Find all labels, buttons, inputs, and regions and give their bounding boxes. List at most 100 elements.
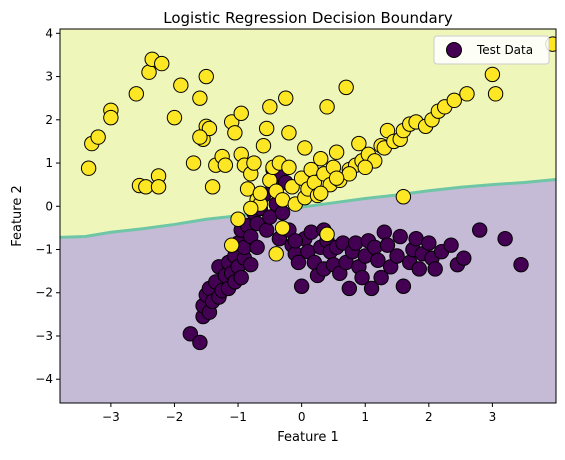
y-tick-label: 2 [45, 113, 53, 127]
data-point-class-0 [411, 261, 427, 277]
data-point-class-1 [281, 159, 297, 176]
data-point-class-0 [182, 326, 199, 342]
data-point-class-0 [290, 254, 307, 271]
data-point-class-1 [274, 192, 291, 208]
data-points [80, 36, 556, 351]
y-tick-label: −2 [35, 286, 53, 300]
data-point-class-1 [313, 151, 329, 167]
data-point-class-0 [395, 278, 412, 294]
data-point-class-0 [293, 278, 310, 294]
data-point-class-0 [258, 222, 275, 238]
data-point-class-0 [341, 280, 358, 297]
y-tick-label: −1 [35, 243, 53, 257]
decision-regions [60, 29, 556, 403]
data-point-class-1 [328, 144, 345, 160]
data-point-class-1 [227, 125, 243, 141]
data-point-class-0 [471, 222, 488, 238]
data-point-class-1 [166, 109, 183, 126]
x-tick-label: −3 [102, 410, 120, 424]
data-point-class-0 [443, 237, 459, 253]
chart-title: Logistic Regression Decision Boundary [163, 9, 453, 27]
y-tick-label: 0 [45, 199, 53, 213]
data-point-class-0 [370, 252, 386, 269]
data-point-class-1 [313, 185, 329, 202]
data-point-class-1 [230, 211, 246, 227]
x-tick-label: 3 [489, 410, 497, 424]
data-point-class-0 [192, 334, 208, 351]
data-point-class-1 [262, 99, 278, 115]
data-point-class-1 [252, 185, 269, 202]
x-axis-label: Feature 1 [277, 430, 339, 445]
y-tick-label: 3 [45, 70, 53, 84]
data-point-class-1 [278, 90, 294, 106]
data-point-class-0 [376, 224, 393, 240]
x-tick-label: −1 [229, 410, 247, 424]
legend-box [433, 35, 550, 65]
data-point-class-0 [421, 235, 437, 251]
data-point-class-1 [351, 135, 367, 152]
data-point-class-1 [192, 129, 208, 145]
data-point-class-1 [233, 105, 249, 122]
y-tick-label: 1 [45, 156, 53, 170]
data-point-class-0 [363, 280, 380, 297]
x-axis: −3 −2 −1 0 1 2 3 [102, 403, 496, 424]
data-point-class-1 [274, 220, 291, 236]
data-point-class-1 [185, 155, 202, 171]
data-point-class-0 [373, 269, 389, 286]
data-point-class-0 [367, 239, 383, 256]
plot-frame [59, 28, 557, 404]
data-point-class-1 [246, 155, 262, 171]
data-point-class-1 [341, 166, 358, 182]
data-point-class-1 [90, 129, 106, 145]
x-tick-label: 1 [361, 410, 369, 424]
data-point-class-0 [392, 228, 408, 245]
data-point-class-1 [395, 189, 412, 205]
data-point-class-0 [249, 239, 265, 256]
data-point-class-1 [173, 77, 189, 93]
data-point-class-1 [268, 246, 284, 262]
data-point-class-1 [80, 160, 97, 176]
y-tick-label: 4 [45, 26, 53, 40]
data-point-class-0 [233, 269, 249, 286]
data-point-class-1 [319, 226, 335, 243]
data-point-class-0 [456, 250, 472, 266]
legend: Test Data [433, 35, 550, 65]
data-point-class-1 [258, 120, 275, 137]
legend-marker [446, 42, 462, 58]
data-point-class-0 [354, 269, 370, 286]
data-point-class-1 [128, 86, 145, 102]
x-tick-label: 0 [298, 410, 306, 424]
data-point-class-0 [379, 237, 396, 253]
legend-label: Test Data [476, 43, 533, 57]
data-point-class-1 [284, 179, 300, 195]
data-point-class-0 [427, 261, 443, 277]
data-point-class-0 [408, 230, 424, 247]
data-point-class-1 [103, 109, 119, 126]
data-point-class-0 [497, 230, 513, 247]
data-point-class-1 [150, 179, 167, 195]
data-point-class-1 [223, 237, 240, 253]
data-point-class-1 [338, 79, 354, 96]
data-point-class-1 [319, 99, 335, 115]
data-point-class-1 [217, 157, 234, 173]
data-point-class-1 [328, 170, 345, 186]
y-tick-label: −4 [35, 372, 53, 386]
data-point-class-1 [198, 68, 214, 85]
data-point-class-1 [201, 120, 218, 137]
data-point-class-1 [357, 159, 373, 176]
data-point-class-1 [243, 200, 259, 217]
y-tick-label: −3 [35, 329, 53, 343]
data-point-class-0 [347, 235, 364, 251]
x-tick-label: −2 [166, 410, 184, 424]
data-point-class-1 [297, 140, 313, 156]
y-axis-label: Feature 2 [10, 185, 25, 247]
data-point-class-1 [446, 92, 462, 109]
data-point-class-1 [487, 86, 504, 102]
data-point-class-1 [459, 86, 475, 102]
data-point-class-1 [154, 55, 170, 72]
y-axis: −4 −3 −2 −1 0 1 2 3 4 [35, 26, 60, 386]
data-point-class-0 [274, 205, 291, 221]
data-point-class-0 [513, 256, 529, 273]
